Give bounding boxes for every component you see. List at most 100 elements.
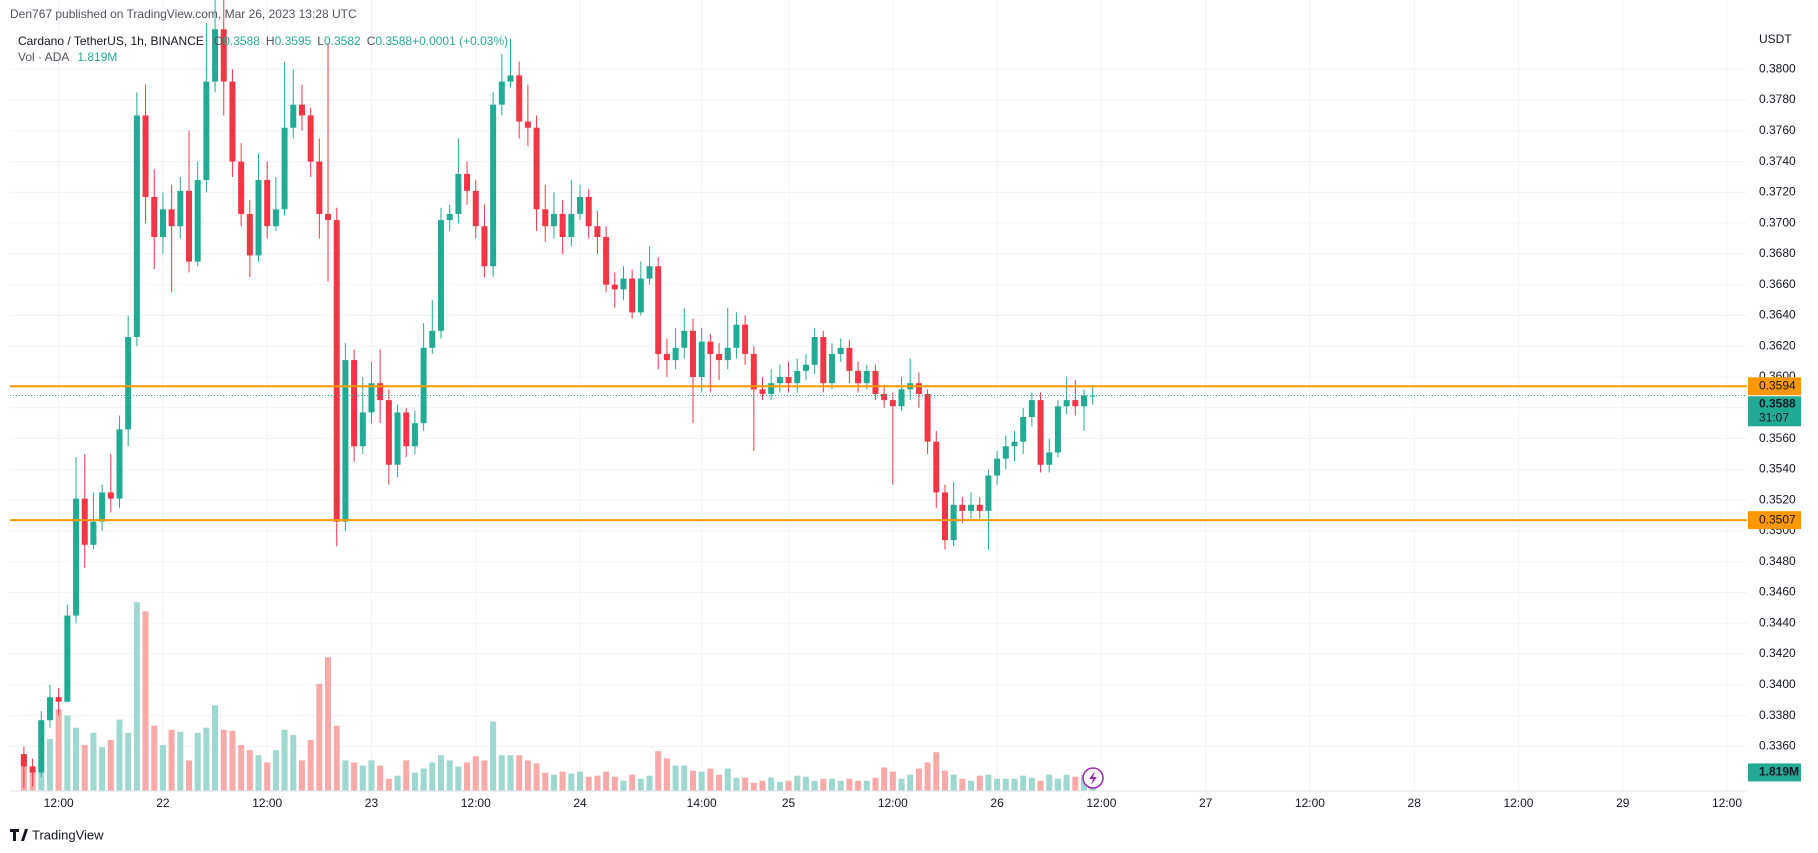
- candle-body: [385, 400, 392, 465]
- volume-bar: [73, 727, 80, 791]
- candle-layer: [20, 0, 1096, 788]
- volume-bar: [950, 774, 957, 791]
- volume-title: Vol · ADA: [18, 50, 69, 64]
- last-price-badge: [1748, 396, 1801, 427]
- candle-body: [264, 180, 271, 227]
- candle-body: [629, 278, 636, 313]
- candle-body: [186, 190, 193, 262]
- volume-bar: [255, 755, 262, 791]
- candle-body: [620, 278, 627, 290]
- candle-body: [976, 504, 983, 511]
- volume-bar: [941, 770, 948, 791]
- x-tick-label: 25: [782, 796, 796, 810]
- candle-body: [1046, 452, 1053, 465]
- legend-value: +0.0001 (+0.03%): [412, 34, 508, 48]
- x-tick-label: 24: [573, 796, 587, 810]
- countdown-label: 31:07: [1759, 410, 1789, 424]
- candle-body: [968, 504, 975, 511]
- volume-bar: [698, 771, 705, 791]
- volume-bar: [437, 755, 444, 791]
- volume-bar: [420, 768, 427, 791]
- volume-bar: [1054, 778, 1061, 791]
- volume-bar: [968, 780, 975, 791]
- legend-key: C: [367, 34, 376, 48]
- axis-layer: 0.3360 0.3380 0.3400 0.3420 0.3440 0.3460 0.34…: [44, 61, 1801, 810]
- legend-key: L: [317, 34, 324, 48]
- candle-body: [1089, 395, 1096, 397]
- volume-bar: [611, 776, 618, 791]
- x-tick-label: 12:00: [1295, 796, 1325, 810]
- candle-body: [898, 389, 905, 407]
- candle-body: [220, 29, 227, 82]
- volume-bar: [316, 683, 323, 791]
- volume-bar: [733, 777, 740, 791]
- candle-body: [290, 104, 297, 128]
- x-tick-label: 12:00: [1503, 796, 1533, 810]
- overlay-layer: [10, 385, 1747, 522]
- volume-bar: [220, 729, 227, 791]
- candle-body: [142, 115, 149, 197]
- volume-bar: [759, 780, 766, 791]
- y-tick-label: 0.3700: [1759, 215, 1796, 229]
- volume-bar: [1046, 774, 1053, 791]
- candle-body: [159, 209, 166, 237]
- volume-bar: [629, 774, 636, 791]
- y-axis-title: USDT: [1759, 32, 1792, 46]
- last-price-label: 0.3588: [1759, 396, 1796, 410]
- published-line: Den767 published on TradingView.com, Mar…: [10, 7, 357, 21]
- candle-body: [776, 377, 783, 384]
- x-tick-label: 29: [1616, 796, 1630, 810]
- candle-body: [307, 115, 314, 162]
- volume-bar: [542, 772, 549, 791]
- volume-bar: [776, 781, 783, 791]
- candle-body: [759, 389, 766, 394]
- candle-body: [472, 190, 479, 227]
- candle-body: [281, 127, 288, 210]
- candle-body: [533, 127, 540, 210]
- candle-body: [994, 458, 1001, 476]
- candle-body: [872, 370, 879, 394]
- volume-bar: [212, 705, 219, 791]
- volume-bar: [663, 758, 670, 791]
- volume-bar: [585, 776, 592, 791]
- volume-bar: [281, 729, 288, 791]
- candle-body: [1002, 446, 1009, 459]
- volume-bar: [794, 775, 801, 791]
- volume-bar: [837, 780, 844, 791]
- volume-bar: [481, 760, 488, 791]
- y-tick-label: 0.3720: [1759, 185, 1796, 199]
- volume-bar: [915, 768, 922, 791]
- candle-body: [1020, 417, 1027, 442]
- volume-bar: [151, 725, 158, 791]
- volume-bar: [446, 760, 453, 791]
- candle-body: [568, 213, 575, 237]
- volume-bar: [976, 775, 983, 791]
- volume-bar: [377, 765, 384, 791]
- volume-bar: [455, 766, 462, 791]
- candle-body: [507, 75, 514, 82]
- candle-body: [64, 615, 71, 702]
- candle-body: [116, 429, 123, 499]
- candle-body: [1028, 400, 1035, 418]
- volume-bar: [872, 777, 879, 791]
- candle-body: [689, 330, 696, 378]
- y-tick-label: 0.3360: [1759, 739, 1796, 753]
- volume-bar: [846, 778, 853, 791]
- legend-value: 0.3588: [375, 34, 412, 48]
- candle-body: [577, 196, 584, 214]
- volume-bar: [959, 778, 966, 791]
- replay-icon[interactable]: [1082, 767, 1104, 789]
- volume-bar: [577, 771, 584, 791]
- candle-body: [73, 498, 80, 616]
- candle-body: [559, 213, 566, 237]
- volume-bar: [203, 727, 210, 791]
- level-badge: [1748, 377, 1801, 396]
- candle-body: [646, 266, 653, 279]
- x-tick-label: 12:00: [1086, 796, 1116, 810]
- volume-bar: [742, 777, 749, 791]
- candle-body: [125, 337, 132, 430]
- x-tick-label: 12:00: [461, 796, 491, 810]
- candle-body: [1072, 400, 1079, 407]
- candle-body: [550, 213, 557, 227]
